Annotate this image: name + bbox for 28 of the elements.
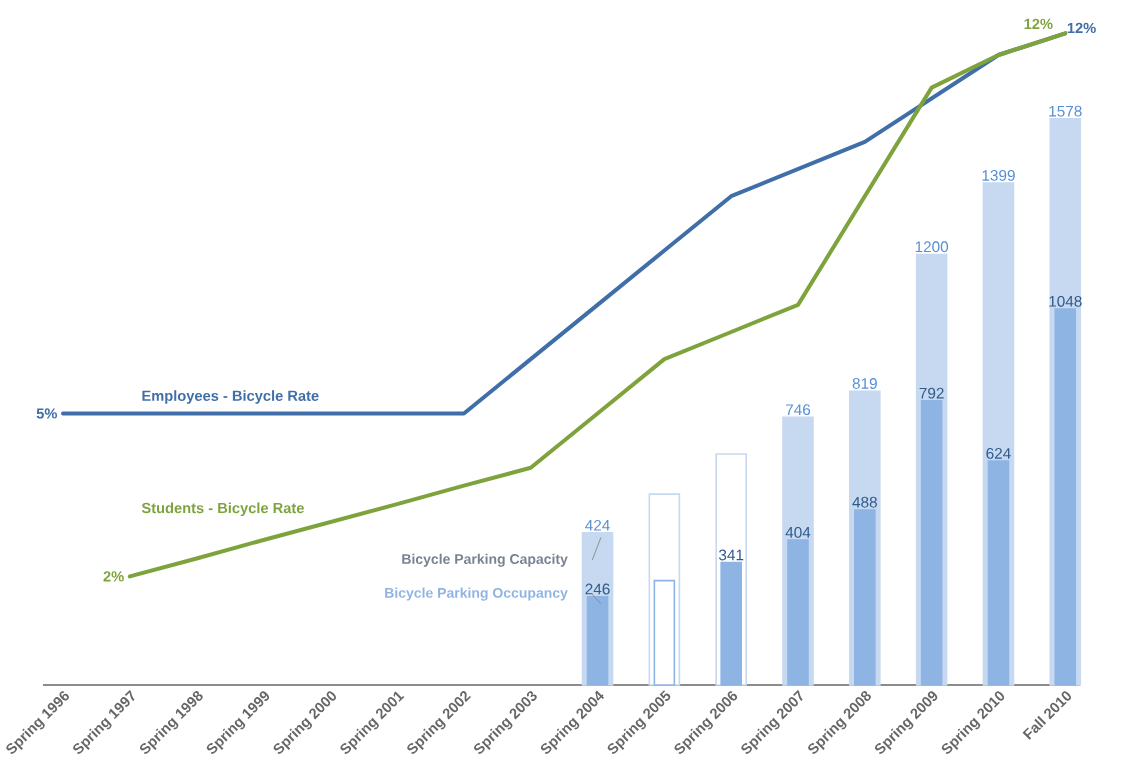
- bar: [1054, 308, 1077, 686]
- data-label: 12%: [1067, 22, 1096, 34]
- data-label: 1048: [1049, 295, 1082, 307]
- data-label: 792: [919, 387, 944, 399]
- data-label: 2%: [103, 571, 124, 582]
- bar: [920, 400, 943, 686]
- data-label: 1200: [915, 241, 949, 253]
- data-label: 819: [852, 378, 877, 389]
- data-label: 341: [718, 549, 744, 561]
- data-label: 12%: [1024, 18, 1053, 29]
- data-label: 624: [986, 448, 1011, 459]
- series-label: Employees - Bicycle Rate: [142, 390, 319, 404]
- data-label: 1399: [982, 169, 1015, 181]
- bar: [987, 460, 1010, 686]
- bar: [720, 561, 742, 686]
- series-label: Students - Bicycle Rate: [141, 502, 304, 517]
- bar: [854, 509, 876, 686]
- data-label: 424: [585, 519, 610, 531]
- series-label: Bicycle Parking Occupancy: [385, 587, 568, 601]
- bar: [586, 595, 609, 686]
- bar: [787, 539, 809, 686]
- data-label: 1578: [1049, 105, 1082, 117]
- data-label: 246: [585, 583, 610, 595]
- data-label: 488: [852, 496, 877, 508]
- data-label: 404: [785, 526, 811, 538]
- data-label: 5%: [36, 408, 58, 419]
- series-label: Bicycle Parking Capacity: [402, 553, 568, 567]
- data-label: 746: [786, 404, 811, 416]
